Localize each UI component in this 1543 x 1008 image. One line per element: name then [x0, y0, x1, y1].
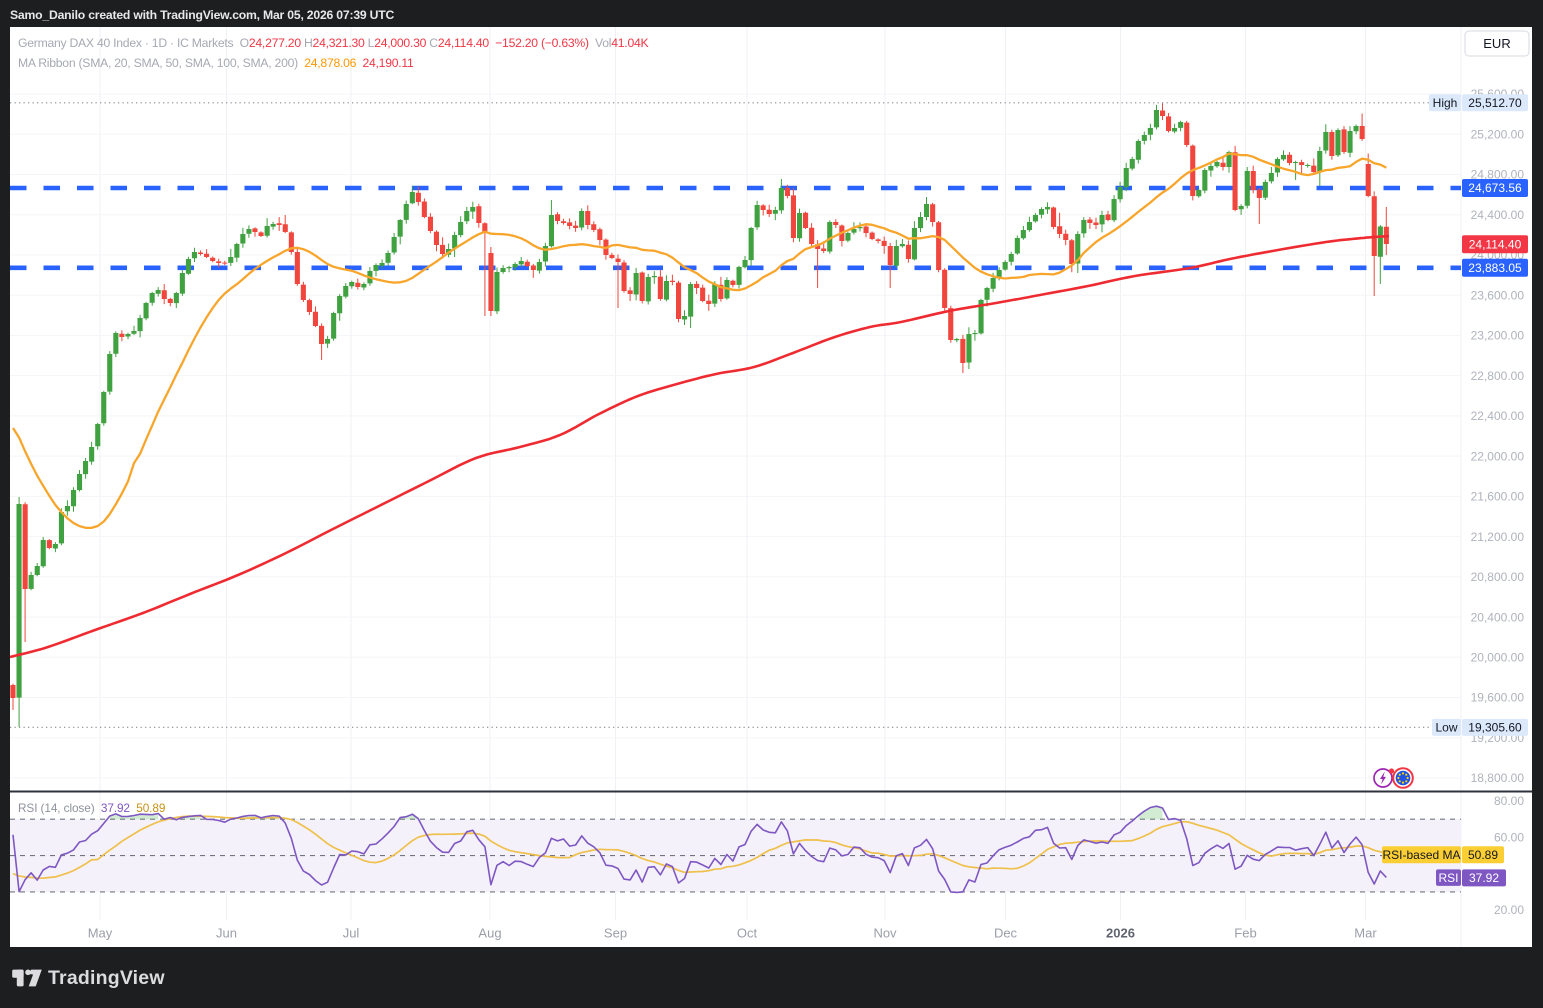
svg-text:24,800.00: 24,800.00 — [1471, 168, 1525, 182]
svg-text:20,400.00: 20,400.00 — [1471, 610, 1525, 624]
svg-text:Samo_Danilo created with Tradi: Samo_Danilo created with TradingView.com… — [10, 8, 395, 22]
svg-text:2026: 2026 — [1106, 926, 1135, 941]
svg-text:24,400.00: 24,400.00 — [1471, 208, 1525, 222]
svg-text:RSI (14, close) 37.92 50.89: RSI (14, close) 37.92 50.89 — [18, 801, 165, 815]
svg-text:37.92: 37.92 — [1469, 871, 1499, 885]
svg-text:20,000.00: 20,000.00 — [1471, 651, 1525, 665]
svg-text:19,600.00: 19,600.00 — [1471, 691, 1525, 705]
svg-text:Germany DAX 40 Index · 1D · IC: Germany DAX 40 Index · 1D · IC Markets O… — [18, 36, 648, 50]
svg-text:80.00: 80.00 — [1494, 794, 1524, 808]
svg-text:22,800.00: 22,800.00 — [1471, 369, 1525, 383]
svg-text:Nov: Nov — [873, 926, 897, 941]
svg-text:60.00: 60.00 — [1494, 831, 1524, 845]
svg-text:24,114.40: 24,114.40 — [1469, 238, 1522, 252]
svg-text:Low: Low — [1435, 721, 1457, 735]
svg-text:TradingView: TradingView — [48, 967, 165, 989]
svg-text:Dec: Dec — [994, 926, 1018, 941]
svg-text:May: May — [88, 926, 113, 941]
svg-text:RSI: RSI — [1438, 871, 1458, 885]
svg-text:Jun: Jun — [216, 926, 237, 941]
svg-text:22,000.00: 22,000.00 — [1471, 449, 1525, 463]
svg-text:23,883.05: 23,883.05 — [1468, 261, 1522, 275]
svg-text:MA Ribbon (SMA, 20, SMA, 50, S: MA Ribbon (SMA, 20, SMA, 50, SMA, 100, S… — [18, 56, 414, 70]
svg-text:23,200.00: 23,200.00 — [1471, 329, 1525, 343]
svg-text:21,200.00: 21,200.00 — [1471, 530, 1525, 544]
svg-text:50.89: 50.89 — [1468, 848, 1498, 862]
svg-text:Feb: Feb — [1234, 926, 1256, 941]
svg-text:22,400.00: 22,400.00 — [1471, 409, 1525, 423]
svg-text:19,305.60: 19,305.60 — [1468, 721, 1522, 735]
svg-text:21,600.00: 21,600.00 — [1471, 490, 1525, 504]
svg-text:Mar: Mar — [1354, 926, 1377, 941]
svg-text:25,512.70: 25,512.70 — [1468, 96, 1522, 110]
svg-text:Jul: Jul — [343, 926, 360, 941]
svg-text:25,200.00: 25,200.00 — [1471, 127, 1525, 141]
svg-text:24,673.56: 24,673.56 — [1468, 181, 1522, 195]
svg-text:20.00: 20.00 — [1494, 903, 1524, 917]
svg-text:Sep: Sep — [604, 926, 627, 941]
svg-text:23,600.00: 23,600.00 — [1471, 288, 1525, 302]
svg-text:RSI-based MA: RSI-based MA — [1382, 848, 1460, 862]
svg-text:20,800.00: 20,800.00 — [1471, 570, 1525, 584]
svg-text:18,800.00: 18,800.00 — [1471, 771, 1525, 785]
svg-text:EUR: EUR — [1483, 36, 1510, 51]
svg-text:Aug: Aug — [478, 926, 501, 941]
svg-text:High: High — [1433, 96, 1458, 110]
svg-text:Oct: Oct — [737, 926, 758, 941]
